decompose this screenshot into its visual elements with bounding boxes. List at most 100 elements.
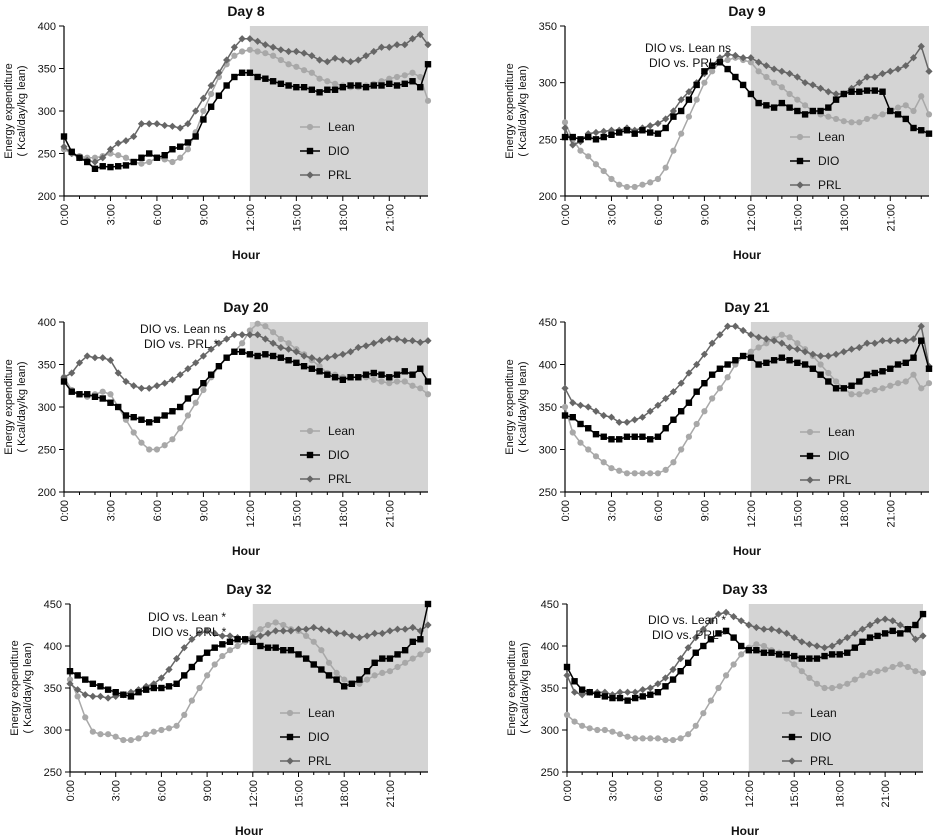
data-point-lean: [887, 382, 894, 389]
data-point-dio: [919, 610, 927, 618]
data-point-dio: [670, 113, 677, 120]
data-point-dio: [231, 73, 238, 81]
legend-marker-prl: [796, 181, 804, 189]
data-point-prl: [161, 121, 169, 130]
data-point-prl: [662, 394, 670, 403]
data-point-dio: [569, 133, 576, 141]
data-point-dio: [145, 150, 153, 157]
data-point-dio: [783, 651, 790, 658]
data-point-dio: [577, 420, 584, 428]
data-point-lean: [239, 48, 246, 55]
data-point-prl: [654, 401, 662, 409]
data-point-dio: [763, 102, 770, 109]
data-point-lean: [254, 48, 261, 55]
data-point-prl: [646, 684, 654, 692]
data-point-dio: [809, 107, 817, 115]
legend-label-prl: PRL: [328, 168, 352, 182]
data-point-prl: [809, 350, 817, 358]
legend: Lean DIO PRL: [782, 706, 837, 768]
data-point-dio: [401, 368, 408, 375]
data-point-dio: [616, 129, 623, 136]
data-point-dio: [809, 365, 817, 372]
data-point-prl: [207, 345, 215, 353]
data-point-prl: [256, 632, 265, 640]
data-point-prl: [809, 81, 817, 89]
data-point-lean: [579, 722, 586, 729]
data-point-prl: [284, 345, 293, 353]
data-point-dio: [153, 416, 161, 423]
data-point-dio: [272, 644, 279, 651]
data-point-dio: [331, 86, 339, 93]
data-point-dio: [747, 90, 755, 98]
data-point-dio: [409, 371, 416, 378]
data-point-prl: [195, 629, 204, 637]
data-point-prl: [638, 413, 647, 421]
data-point-lean: [280, 621, 287, 629]
data-point-dio: [192, 388, 199, 395]
data-point-prl: [346, 348, 355, 356]
data-point-lean: [801, 102, 809, 109]
data-point-lean: [778, 84, 785, 91]
series-lean: [563, 641, 927, 744]
data-point-dio: [99, 395, 106, 402]
data-point-lean: [91, 154, 99, 161]
legend-label-lean: Lean: [328, 424, 355, 438]
data-point-prl: [323, 354, 331, 362]
data-point-lean: [871, 113, 878, 120]
data-point-dio: [234, 636, 241, 643]
y-tick-label: 300: [539, 445, 557, 457]
data-point-prl: [745, 621, 753, 629]
data-point-prl: [731, 51, 739, 60]
data-point-lean: [277, 335, 284, 343]
data-point-prl: [122, 137, 130, 145]
data-point-lean: [678, 446, 685, 453]
data-point-dio: [608, 436, 615, 443]
data-point-lean: [165, 725, 173, 732]
data-point-dio: [887, 365, 894, 372]
data-point-prl: [81, 691, 89, 699]
data-point-dio: [897, 630, 904, 637]
legend-marker-dio: [286, 733, 294, 741]
data-point-lean: [161, 442, 168, 449]
data-point-dio: [586, 689, 593, 696]
x-tick-label: 9:00: [698, 780, 710, 801]
data-point-dio: [68, 148, 75, 155]
data-point-prl: [747, 331, 755, 339]
data-point-prl: [362, 342, 370, 350]
data-point-prl: [646, 122, 654, 130]
data-point-dio: [755, 99, 762, 107]
data-point-lean: [586, 725, 593, 732]
data-point-lean: [318, 647, 325, 654]
data-point-lean: [678, 130, 685, 137]
data-point-prl: [362, 52, 370, 60]
series-prl: [60, 331, 432, 392]
data-point-lean: [219, 652, 226, 660]
data-point-dio: [677, 408, 685, 415]
data-point-lean: [709, 68, 716, 75]
series-dio: [66, 600, 432, 700]
legend-marker-lean: [796, 133, 804, 141]
data-point-dio: [601, 693, 609, 700]
data-point-dio: [592, 431, 600, 438]
data-point-dio: [836, 651, 843, 658]
y-axis-label-line: Energy expenditure: [3, 359, 15, 454]
data-point-prl: [99, 354, 107, 362]
legend-marker-dio: [806, 452, 814, 460]
data-point-dio: [371, 659, 378, 666]
data-point-prl: [371, 629, 379, 637]
data-point-dio: [848, 382, 855, 389]
data-point-lean: [585, 153, 592, 160]
data-point-lean: [701, 79, 708, 86]
data-point-dio: [600, 133, 607, 141]
data-point-prl: [843, 634, 851, 642]
data-point-prl: [578, 691, 586, 699]
data-point-lean: [600, 459, 607, 466]
data-point-dio: [840, 385, 848, 392]
data-point-lean: [632, 735, 639, 742]
data-point-prl: [896, 621, 904, 629]
data-point-prl: [755, 333, 763, 341]
data-point-lean: [99, 388, 106, 395]
data-point-dio: [848, 88, 855, 95]
data-point-prl: [269, 43, 277, 51]
y-tick-label: 350: [44, 683, 62, 695]
